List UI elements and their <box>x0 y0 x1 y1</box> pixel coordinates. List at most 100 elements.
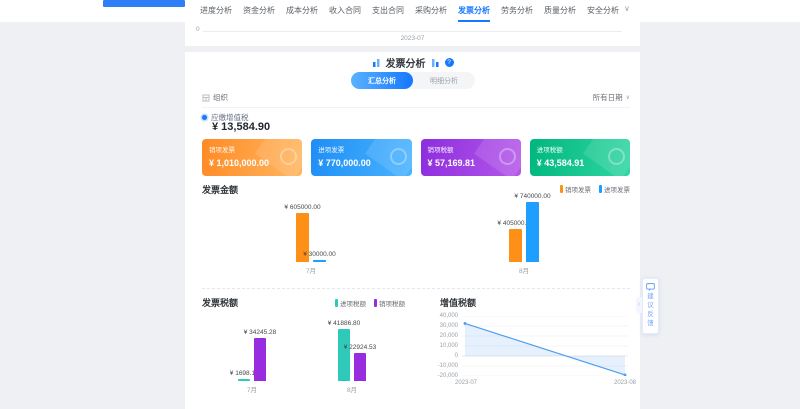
vat-y-tick: 10,000 <box>439 343 458 349</box>
nav-tab-6[interactable]: 采购分析 <box>415 6 447 15</box>
legend-swatch <box>560 185 563 193</box>
vat-chart-title: 增值税额 <box>440 298 477 308</box>
invoice-amount-chart-title: 发票金额 <box>202 185 239 195</box>
bar-category-label: 8月 <box>346 387 358 394</box>
vat-y-tick: 20,000 <box>439 333 458 339</box>
vat-y-tick: -20,000 <box>437 373 458 379</box>
vat-data-point <box>623 373 627 377</box>
nav-tab-10[interactable]: 安全分析 <box>587 6 619 15</box>
vat-y-tick: 40,000 <box>439 313 458 319</box>
org-filter-label: 组织 <box>213 93 228 102</box>
legend-item[interactable]: 销项发票 <box>560 184 591 194</box>
nav-tab-7[interactable]: 发票分析 <box>458 0 490 22</box>
coin-icon <box>608 148 625 165</box>
coin-icon <box>389 148 407 165</box>
bar-进项发票-8月 <box>526 202 539 262</box>
kpi-card-label: 进项发票 <box>318 147 345 154</box>
analysis-nav-tabs: 进度分析 资金分析 成本分析 收入合同 支出合同 采购分析 发票分析 劳务分析 质量分析 安全分析 <box>200 0 619 22</box>
nav-tab-2[interactable]: 资金分析 <box>243 6 275 15</box>
bar-value-label: ¥ 22924.53 <box>343 344 377 351</box>
vat-data-point <box>463 322 467 325</box>
bar-进项税额-7月 <box>238 379 250 381</box>
chevron-down-icon: ∨ <box>625 95 630 101</box>
bar-category-label: 7月 <box>246 387 258 394</box>
vat-x-tick-first: 2023-07 <box>454 380 478 386</box>
nav-collapse-chevron-icon[interactable]: ∨ <box>624 4 630 13</box>
legend-swatch <box>374 299 377 307</box>
feedback-label-char: 反 <box>647 311 654 318</box>
date-filter[interactable]: 所有日期 ∨ <box>593 92 630 103</box>
org-filter[interactable]: 组织 <box>202 92 228 103</box>
kpi-card-1[interactable]: 销项发票 ¥ 1,010,000.00 <box>202 139 303 176</box>
bar-进项发票-7月 <box>313 260 326 262</box>
vat-line <box>464 322 626 376</box>
tab-detail-analysis[interactable]: 明细分析 <box>430 77 458 85</box>
bar-销项税额-8月 <box>354 353 366 381</box>
coin-icon <box>498 148 516 165</box>
legend-label: 进项发票 <box>604 187 630 194</box>
bar-进项税额-8月 <box>338 329 350 381</box>
invoice-amount-legend: 销项发票 进项发票 <box>560 184 630 194</box>
invoice-amount-chart: ¥ 605000.00 ¥ 30000.00 7月 ¥ 405000.00 ¥ 7400… <box>202 193 630 275</box>
kpi-card-value: ¥ 1,010,000.00 <box>209 158 270 168</box>
vat-y-tick: 30,000 <box>439 323 458 329</box>
vat-summary-label: 应缴增值税 <box>211 113 249 122</box>
bar-value-label: ¥ 605000.00 <box>284 204 321 211</box>
bar-category-label: 7月 <box>305 268 317 275</box>
bar-销项税额-7月 <box>254 338 266 381</box>
bar-销项发票-7月 <box>296 213 309 262</box>
vat-summary-value: ¥ 13,584.90 <box>212 121 271 133</box>
organization-icon <box>202 94 210 101</box>
kpi-card-3[interactable]: 销项税额 ¥ 57,169.81 <box>420 139 521 176</box>
bar-销项发票-8月 <box>509 229 522 262</box>
legend-item[interactable]: 进项税额 <box>335 298 366 308</box>
bar-value-label: ¥ 30000.00 <box>303 251 336 258</box>
nav-tab-8[interactable]: 劳务分析 <box>501 6 533 15</box>
tab-summary-analysis[interactable]: 汇总分析 <box>351 72 413 89</box>
legend-item[interactable]: 销项税额 <box>374 298 405 308</box>
bar-value-label: ¥ 740000.00 <box>514 193 551 200</box>
previous-chart-x-tick: 2023-07 <box>400 35 425 42</box>
help-icon[interactable]: ? <box>444 58 454 67</box>
kpi-card-4[interactable]: 进项税额 ¥ 43,584.91 <box>529 139 630 176</box>
legend-swatch <box>335 299 338 307</box>
active-menu-accent <box>103 0 185 7</box>
bar-value-label: ¥ 41886.80 <box>327 320 361 327</box>
invoice-analysis-panel: 0 2023-07 发票分析 ? 汇总分析 明细分析 组织 所有日期 ∨ <box>185 22 640 409</box>
legend-label: 进项税额 <box>340 301 366 308</box>
bar-value-label: ¥ 405000.00 <box>497 220 534 227</box>
section-header: 发票分析 ? <box>185 55 640 70</box>
legend-item[interactable]: 进项发票 <box>599 184 630 194</box>
feedback-collapse-handle[interactable]: ‹ <box>636 297 642 313</box>
section-title: 发票分析 <box>385 59 426 70</box>
feedback-widget[interactable]: 建议反馈 <box>642 278 659 334</box>
invoice-tax-chart: ¥ 1698.11 ¥ 34245.28 7月 ¥ 41886.80 ¥ 22924.5… <box>202 308 422 394</box>
kpi-card-value: ¥ 43,584.91 <box>536 158 585 168</box>
kpi-card-label: 进项税额 <box>536 147 563 154</box>
chart-decoration-icon <box>372 59 379 67</box>
bar-value-label: ¥ 1698.11 <box>229 370 259 377</box>
chart-decoration-icon <box>431 59 438 67</box>
legend-label: 销项税额 <box>379 301 405 308</box>
nav-tab-9[interactable]: 质量分析 <box>544 6 576 15</box>
chat-bubble-icon <box>646 283 655 292</box>
kpi-card-row: 销项发票 ¥ 1,010,000.00 进项发票 ¥ 770,000.00 销项税额 ¥ … <box>202 139 630 176</box>
nav-tab-1[interactable]: 进度分析 <box>200 6 232 15</box>
kpi-card-label: 销项发票 <box>209 147 235 154</box>
nav-tab-5[interactable]: 支出合同 <box>372 6 404 15</box>
vat-summary: 应缴增值税 <box>202 112 249 123</box>
feedback-label-char: 建 <box>647 293 654 300</box>
nav-tab-3[interactable]: 成本分析 <box>286 6 318 15</box>
section-separator <box>185 46 640 52</box>
coin-icon <box>280 148 298 165</box>
feedback-label-char: 馈 <box>647 320 654 327</box>
kpi-card-value: ¥ 57,169.81 <box>427 158 476 168</box>
bullet-dot-icon <box>202 115 207 120</box>
nav-tab-4[interactable]: 收入合同 <box>329 6 361 15</box>
kpi-card-value: ¥ 770,000.00 <box>318 158 371 168</box>
vat-x-tick-last: 2023-08 <box>613 380 637 386</box>
vat-line-svg <box>462 315 628 377</box>
invoice-tax-chart-title: 发票税额 <box>202 298 239 308</box>
kpi-card-2[interactable]: 进项发票 ¥ 770,000.00 <box>311 139 412 176</box>
